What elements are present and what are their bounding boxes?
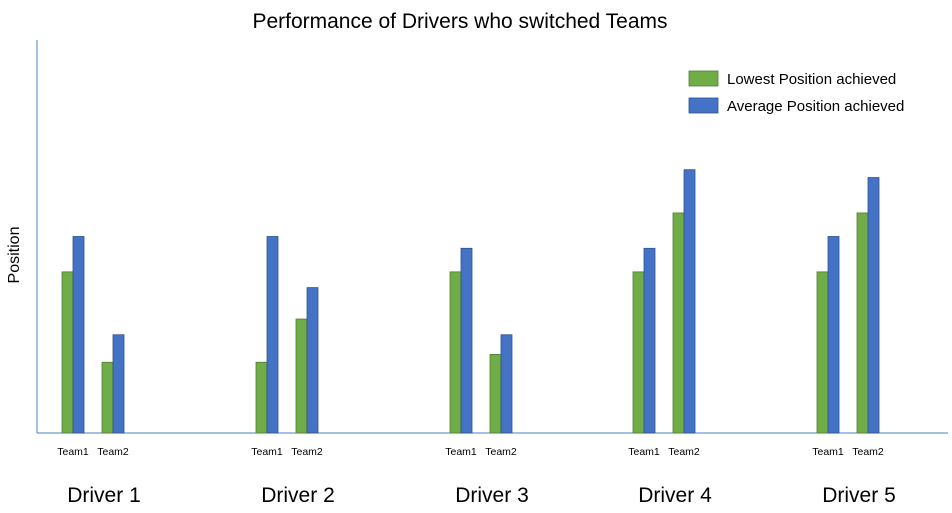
team-label: Team2 <box>485 446 517 458</box>
legend-label: Average Position achieved <box>727 98 904 115</box>
legend: Lowest Position achieved Average Position… <box>688 70 904 115</box>
bar-average-driver1-team2 <box>112 334 125 434</box>
bar-average-driver5-team1 <box>827 236 840 434</box>
team-label: Team2 <box>668 446 700 458</box>
bar-lowest-driver5-team1 <box>816 271 829 434</box>
driver-label: Driver 2 <box>261 484 335 507</box>
legend-swatch <box>688 97 719 114</box>
bar-average-driver5-team2 <box>867 177 880 434</box>
labels-layer: Team1 Team2 Driver 1 Team1 Team2 Driver 2 Team… <box>57 446 896 507</box>
bar-lowest-driver5-team2 <box>856 212 869 434</box>
chart-title: Performance of Drivers who switched Team… <box>252 10 667 33</box>
bar-lowest-driver2-team2 <box>295 318 308 434</box>
team-label: Team1 <box>628 446 660 458</box>
team-label: Team2 <box>852 446 884 458</box>
bar-lowest-driver4-team1 <box>632 271 645 434</box>
bar-lowest-driver2-team1 <box>255 361 268 434</box>
team-label: Team1 <box>812 446 844 458</box>
team-label: Team1 <box>251 446 283 458</box>
bar-average-driver4-team1 <box>643 247 656 434</box>
y-axis-label: Position <box>6 227 23 284</box>
legend-label: Lowest Position achieved <box>727 71 896 88</box>
bar-average-driver1-team1 <box>72 236 85 434</box>
team-label: Team2 <box>97 446 129 458</box>
bar-average-driver3-team1 <box>460 247 473 434</box>
driver-label: Driver 1 <box>67 484 141 507</box>
bar-average-driver3-team2 <box>500 334 513 434</box>
bar-average-driver4-team2 <box>683 169 696 434</box>
bar-lowest-driver3-team2 <box>489 353 502 434</box>
bar-average-driver2-team1 <box>266 236 279 434</box>
bar-lowest-driver4-team2 <box>672 212 685 434</box>
team-label: Team1 <box>445 446 477 458</box>
team-label: Team1 <box>57 446 89 458</box>
bars-layer <box>61 169 880 434</box>
bar-lowest-driver1-team2 <box>101 361 114 434</box>
driver-label: Driver 4 <box>638 484 712 507</box>
driver-label: Driver 5 <box>822 484 896 507</box>
team-label: Team2 <box>291 446 323 458</box>
legend-swatch <box>688 70 719 87</box>
bar-lowest-driver1-team1 <box>61 271 74 434</box>
bar-average-driver2-team2 <box>306 287 319 434</box>
driver-label: Driver 3 <box>455 484 529 507</box>
bar-lowest-driver3-team1 <box>449 271 462 434</box>
